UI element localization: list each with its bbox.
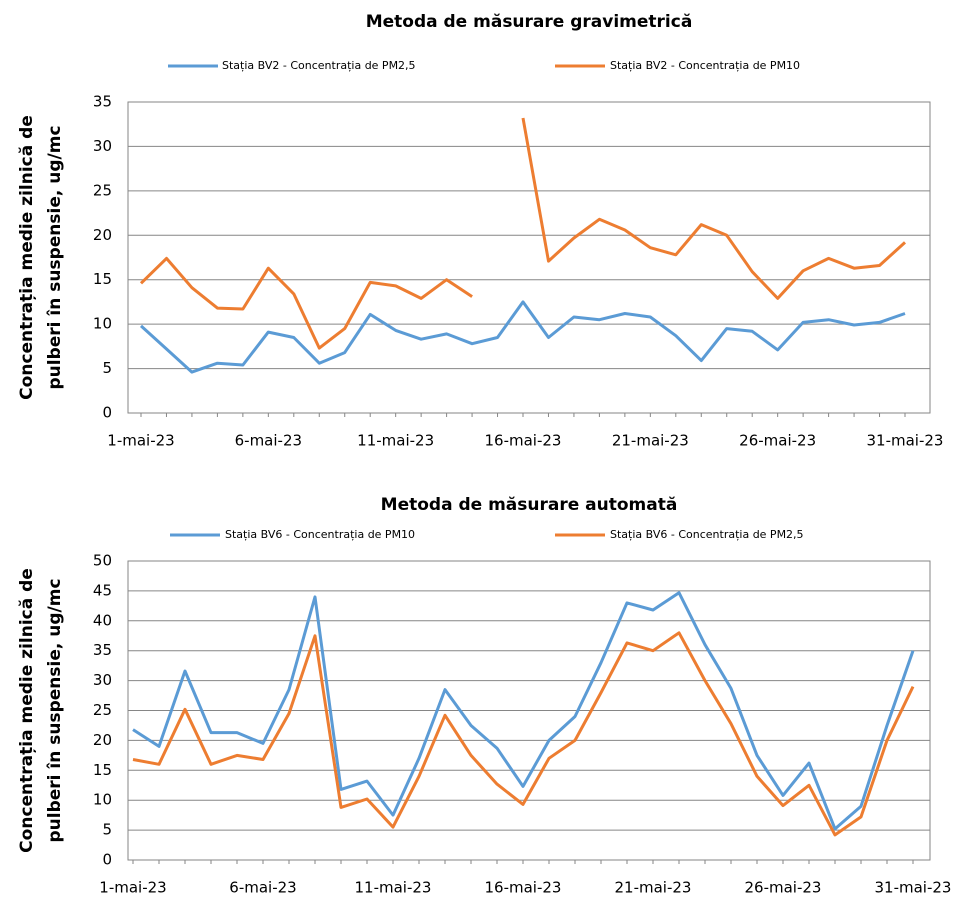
y-tick-label: 35: [93, 93, 112, 111]
legend-label: Stația BV2 - Concentrația de PM2,5: [222, 59, 416, 72]
y-tick-label: 25: [93, 181, 112, 199]
y-tick-label: 20: [93, 226, 112, 244]
series-line: [139, 117, 907, 350]
y-tick-label: 5: [102, 359, 112, 377]
y-tick-label: 0: [102, 851, 112, 869]
legend-label: Stația BV6 - Concentrația de PM2,5: [610, 528, 804, 541]
y-tick-label: 30: [93, 137, 112, 155]
y-tick-label: 40: [93, 611, 112, 629]
y-tick-label: 50: [93, 552, 112, 570]
legend-label: Stația BV6 - Concentrația de PM10: [225, 528, 415, 541]
y-tick-label: 45: [93, 581, 112, 599]
y-tick-label: 10: [93, 791, 112, 809]
x-tick-label: 16-mai-23: [485, 432, 562, 450]
y-tick-label: 25: [93, 701, 112, 719]
chart-title: Metoda de măsurare automată: [381, 495, 678, 515]
y-tick-label: 0: [102, 404, 112, 422]
y-axis-label: pulberi în suspensie, ug/mc: [45, 578, 65, 842]
x-tick-label: 21-mai-23: [612, 432, 689, 450]
series-line: [132, 591, 915, 831]
y-tick-label: 5: [102, 821, 112, 839]
y-axis-label: Concentrația medie zilnică de: [17, 115, 37, 400]
x-tick-label: 1-mai-23: [107, 432, 174, 450]
legend-label: Stația BV2 - Concentrația de PM10: [610, 59, 800, 72]
y-tick-label: 35: [93, 641, 112, 659]
x-tick-label: 6-mai-23: [235, 432, 302, 450]
y-tick-label: 15: [93, 761, 112, 779]
x-tick-label: 31-mai-23: [875, 879, 952, 897]
y-tick-label: 15: [93, 270, 112, 288]
x-tick-label: 26-mai-23: [745, 879, 822, 897]
chart-title: Metoda de măsurare gravimetrică: [366, 12, 693, 32]
x-tick-label: 26-mai-23: [739, 432, 816, 450]
x-tick-label: 11-mai-23: [355, 879, 432, 897]
x-tick-label: 21-mai-23: [615, 879, 692, 897]
x-tick-label: 16-mai-23: [485, 879, 562, 897]
y-tick-label: 20: [93, 731, 112, 749]
x-tick-label: 6-mai-23: [229, 879, 296, 897]
x-tick-label: 1-mai-23: [99, 879, 166, 897]
y-tick-label: 30: [93, 671, 112, 689]
y-tick-label: 10: [93, 315, 112, 333]
plot-frame: [127, 560, 931, 861]
x-tick-label: 31-mai-23: [867, 432, 944, 450]
plot-frame: [127, 101, 931, 414]
series-line: [139, 300, 906, 374]
series-line: [132, 631, 915, 837]
y-axis-label: Concentrația medie zilnică de: [17, 568, 37, 853]
x-tick-label: 11-mai-23: [357, 432, 434, 450]
y-axis-label: pulberi în suspensie, ug/mc: [45, 125, 65, 389]
